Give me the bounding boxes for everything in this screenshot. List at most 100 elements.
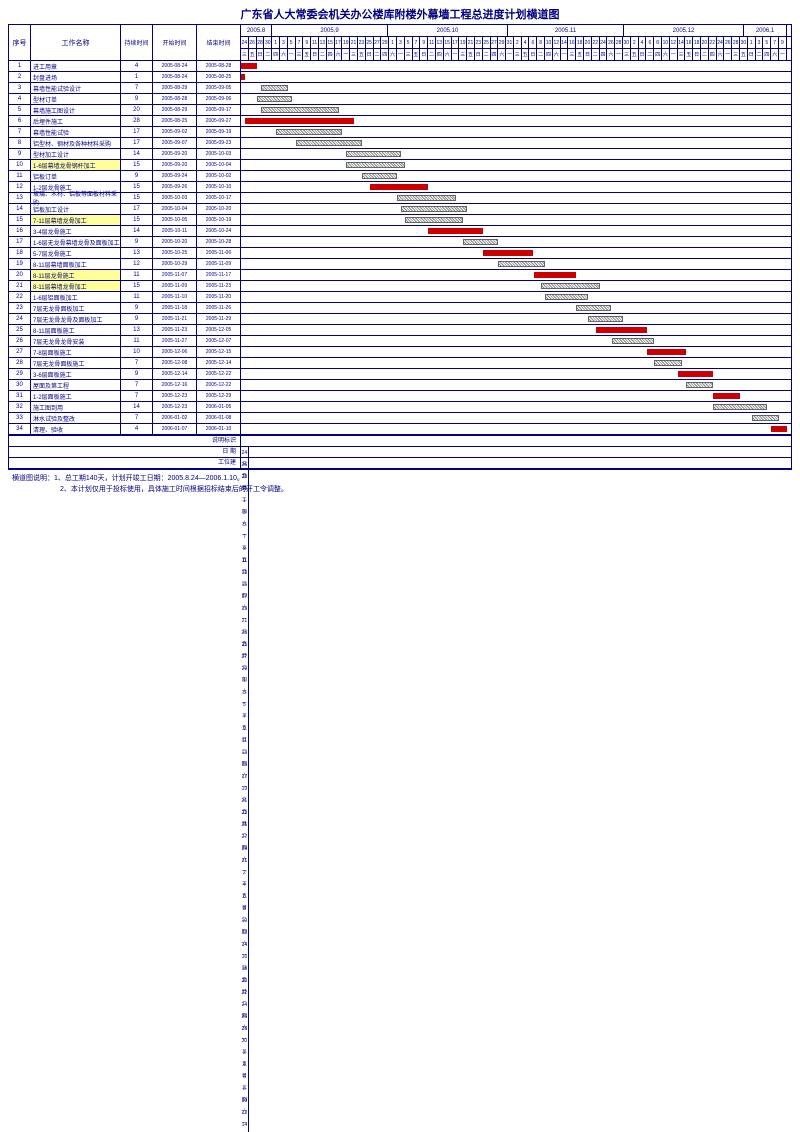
task-num: 14 <box>9 204 31 214</box>
day-cell: 四 <box>241 842 249 854</box>
task-row: 163-4层龙骨施工142005-10-112005-10-24 <box>9 226 791 237</box>
task-end: 2005-11-09 <box>197 259 241 269</box>
notes: 横道图说明：1、总工期140天，计划开竣工日期：2005.8.24—2006.1… <box>0 470 800 499</box>
task-dur: 15 <box>121 215 153 225</box>
footer-project: 工位建 <box>9 458 241 468</box>
day-cell: 日 <box>241 650 249 662</box>
task-num: 31 <box>9 391 31 401</box>
task-end: 2005-10-17 <box>197 193 241 203</box>
day-cell: 一 <box>452 49 460 61</box>
day-cell: 11 <box>428 37 436 48</box>
gantt-bar <box>261 85 288 91</box>
bars-area <box>241 325 791 335</box>
gantt-bar <box>612 338 655 344</box>
gantt-bar <box>541 283 600 289</box>
day-cell: 三 <box>241 626 249 638</box>
task-start: 2005-11-21 <box>153 314 197 324</box>
day-cell: 三 <box>732 49 740 61</box>
task-start: 2005-11-07 <box>153 270 197 280</box>
day-cell: 10 <box>662 37 670 48</box>
gantt-bar <box>588 316 623 322</box>
task-num: 5 <box>9 105 31 115</box>
day-cell: 24 <box>241 37 249 48</box>
task-start: 2005-09-20 <box>153 149 197 159</box>
task-name: 屋面及第工程 <box>31 380 121 390</box>
task-dur: 7 <box>121 358 153 368</box>
task-start: 2005-12-08 <box>153 358 197 368</box>
day-cell: 8 <box>537 37 545 48</box>
day-cell: 一 <box>561 49 569 61</box>
header-start: 开始时间 <box>153 25 197 60</box>
task-start: 2005-11-09 <box>153 281 197 291</box>
task-end: 2005-12-05 <box>197 325 241 335</box>
task-row: 3幕墙性能试验设计72005-08-292005-09-05 <box>9 83 791 94</box>
gantt-bar <box>241 74 245 80</box>
task-end: 2005-09-23 <box>197 138 241 148</box>
task-dur: 4 <box>121 424 153 434</box>
day-cell: 日 <box>420 49 428 61</box>
gantt-bar <box>713 404 768 410</box>
day-cell: 3 <box>756 37 764 48</box>
day-cell: 六 <box>553 49 561 61</box>
task-num: 19 <box>9 259 31 269</box>
day-cell: 三 <box>623 49 631 61</box>
day-cell: 二 <box>241 578 249 590</box>
day-cell: 16 <box>568 37 576 48</box>
day-cell: 五 <box>241 638 249 650</box>
bars-area <box>241 391 791 401</box>
task-row: 293-6层面板施工92005-12-142005-12-22 <box>9 369 791 380</box>
task-dur: 7 <box>121 413 153 423</box>
bars-area <box>241 61 791 71</box>
task-end: 2005-12-22 <box>197 380 241 390</box>
day-cell: 四 <box>327 49 335 61</box>
day-cell: 3 <box>397 37 405 48</box>
task-row: 185-7层龙骨施工132005-10-252005-11-06 <box>9 248 791 259</box>
day-cell: 12 <box>670 37 678 48</box>
day-cell: 四 <box>241 1010 249 1022</box>
task-start: 2005-08-24 <box>153 61 197 71</box>
bars-area <box>241 413 791 423</box>
day-cell: 三 <box>459 49 467 61</box>
task-name: 8-11层幕墙龙骨加工 <box>31 281 121 291</box>
gantt-bar <box>576 305 611 311</box>
task-num: 34 <box>9 424 31 434</box>
day-cell: 日 <box>748 49 756 61</box>
task-row: 221-6层铝面板加工112005-11-102005-11-20 <box>9 292 791 303</box>
task-row: 101-6层幕墙龙骨钢杆加工152005-09-202005-10-04 <box>9 160 791 171</box>
gantt-bar <box>771 426 787 432</box>
day-cell: 30 <box>623 37 631 48</box>
day-cell: 日 <box>475 49 483 61</box>
task-row: 9型材加工设计142005-09-202005-10-03 <box>9 149 791 160</box>
task-name: 铝板订单 <box>31 171 121 181</box>
task-start: 2005-09-20 <box>153 160 197 170</box>
task-name: 进工用章 <box>31 61 121 71</box>
task-start: 2005-08-28 <box>153 94 197 104</box>
task-row: 287层无龙骨面板施工72005-12-082005-12-14 <box>9 358 791 369</box>
day-cell: 26 <box>607 37 615 48</box>
gantt-bar <box>752 415 779 421</box>
day-cell: 四 <box>600 49 608 61</box>
task-name: 7层无龙骨龙骨安装 <box>31 336 121 346</box>
day-cell: 六 <box>717 49 725 61</box>
day-cell: 五 <box>522 49 530 61</box>
task-end: 2005-08-25 <box>197 72 241 82</box>
task-end: 2005-12-15 <box>197 347 241 357</box>
task-row: 198-11层幕墙面板加工122005-10-292005-11-09 <box>9 259 791 270</box>
task-dur: 9 <box>121 314 153 324</box>
task-dur: 17 <box>121 138 153 148</box>
bars-area <box>241 303 791 313</box>
day-cell: 1 <box>748 37 756 48</box>
timeline-header: 2005.82005.92005.102005.112005.122006.1 … <box>241 25 791 60</box>
task-name: 7层无龙骨面板加工 <box>31 303 121 313</box>
task-num: 28 <box>9 358 31 368</box>
day-cell: 4 <box>639 37 647 48</box>
task-row: 277-8层面板施工102005-12-062005-12-15 <box>9 347 791 358</box>
task-num: 29 <box>9 369 31 379</box>
day-cell: 5 <box>405 37 413 48</box>
task-dur: 15 <box>121 193 153 203</box>
header-row: 序号 工作名称 持续时间 开始时间 结束时间 2005.82005.92005.… <box>9 25 791 61</box>
day-cell: 五 <box>467 49 475 61</box>
month-cell: 2005.8 <box>241 25 272 36</box>
day-cell: 日 <box>311 49 319 61</box>
task-dur: 28 <box>121 116 153 126</box>
